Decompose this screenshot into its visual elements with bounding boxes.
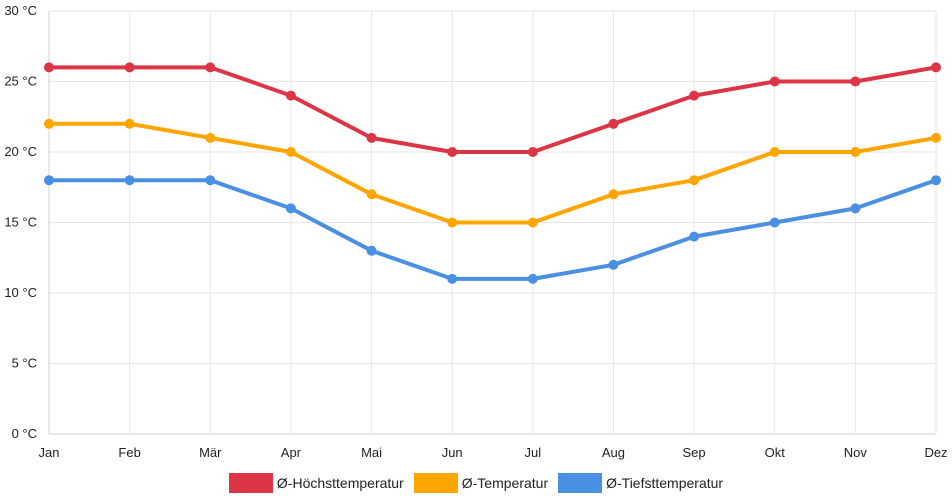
data-point-high[interactable] [285,90,296,101]
series-lines [47,65,938,281]
data-point-mean[interactable] [527,217,538,228]
x-tick-label: Aug [602,445,625,460]
data-point-low[interactable] [44,175,54,186]
x-tick-label: Nov [844,445,868,460]
data-point-high[interactable] [527,147,538,157]
data-point-low[interactable] [769,217,780,228]
series-points [44,62,941,284]
y-tick-label: 15 °C [4,215,37,230]
x-tick-label: Mär [199,445,222,460]
legend-swatch-mean [413,473,458,493]
data-point-mean[interactable] [44,118,54,129]
data-point-mean[interactable] [769,147,780,157]
data-point-mean[interactable] [931,132,941,143]
legend-item-low[interactable]: Ø-Tiefsttemperatur [558,473,723,493]
data-point-mean[interactable] [205,132,216,143]
data-point-low[interactable] [124,175,135,186]
data-point-low[interactable] [608,259,619,270]
data-point-low[interactable] [689,231,700,242]
y-tick-label: 25 °C [4,74,37,89]
x-tick-label: Sep [683,445,706,460]
data-point-low[interactable] [447,273,458,284]
data-point-high[interactable] [689,90,700,101]
y-tick-label: 0 °C [12,426,37,441]
data-point-mean[interactable] [124,118,135,129]
data-point-mean[interactable] [447,217,458,228]
x-axis: Jan Feb Mär Apr Mai Jun Jul Aug Sep Okt Nov Dez [39,445,948,460]
y-tick-label: 20 °C [4,144,37,159]
data-point-high[interactable] [366,132,377,143]
x-tick-label: Apr [281,445,302,460]
x-tick-label: Okt [765,445,786,460]
legend-label-mean: Ø-Temperatur [461,475,549,491]
data-point-mean[interactable] [285,147,296,157]
series-line-low [47,178,938,281]
data-point-high[interactable] [124,62,135,73]
y-tick-label: 30 °C [4,3,37,18]
series-line-high [47,65,938,154]
data-point-mean[interactable] [608,189,619,200]
x-tick-label: Jan [39,445,60,460]
series-line-mean [47,121,938,225]
data-point-mean[interactable] [850,147,861,157]
legend-label-high: Ø-Höchsttemperatur [276,475,404,491]
y-tick-label: 10 °C [4,285,37,300]
x-tick-label: Jul [525,445,542,460]
data-point-high[interactable] [931,62,941,73]
x-tick-label: Mai [361,445,382,460]
y-axis: 0 °C 5 °C 10 °C 15 °C 20 °C 25 °C 30 °C [4,3,37,441]
x-tick-label: Dez [924,445,947,460]
legend-swatch-high [228,473,273,493]
legend-item-mean[interactable]: Ø-Temperatur [413,473,549,493]
legend-swatch-low [558,473,603,493]
data-point-low[interactable] [527,273,538,284]
data-point-low[interactable] [285,203,296,214]
data-point-high[interactable] [608,118,619,129]
data-point-low[interactable] [366,245,377,256]
data-point-high[interactable] [447,147,458,157]
data-point-high[interactable] [850,76,861,87]
legend-label-low: Ø-Tiefsttemperatur [606,475,724,491]
data-point-high[interactable] [44,62,54,73]
data-point-low[interactable] [850,203,861,214]
legend: Ø-Höchsttemperatur Ø-Temperatur Ø-Tiefst… [0,472,952,494]
data-point-low[interactable] [931,175,941,186]
legend-item-high[interactable]: Ø-Höchsttemperatur [228,473,404,493]
data-point-mean[interactable] [689,175,700,186]
chart-canvas: 0 °C 5 °C 10 °C 15 °C 20 °C 25 °C 30 °C Jan Feb… [4,3,948,460]
data-point-high[interactable] [205,62,216,73]
data-point-low[interactable] [205,175,216,186]
data-point-mean[interactable] [366,189,377,200]
x-tick-label: Feb [118,445,140,460]
y-tick-label: 5 °C [12,356,37,371]
x-tick-label: Jun [442,445,463,460]
data-point-high[interactable] [769,76,780,87]
